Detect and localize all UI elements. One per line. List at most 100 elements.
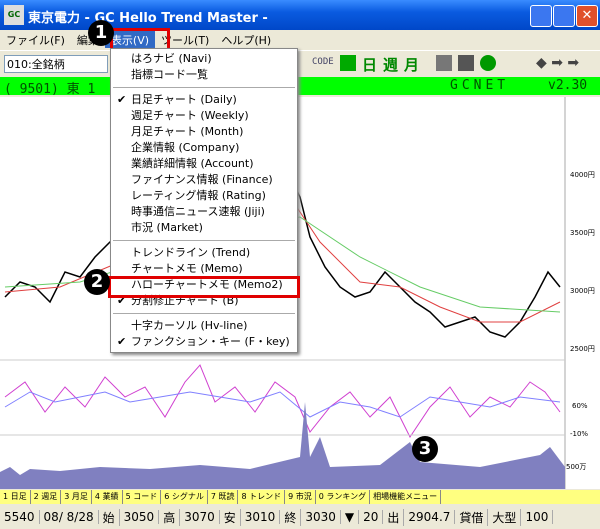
function-tab[interactable]: 6 シグナル xyxy=(161,490,208,504)
code-button[interactable]: CODE xyxy=(312,57,334,67)
check-mark: ✔ xyxy=(117,294,127,307)
status-field: 出 xyxy=(383,508,405,526)
menu-entry-label: 企業情報 (Company) xyxy=(131,141,240,154)
info-bar: ( 9501) 東 1 GCNET v2.30 xyxy=(0,77,600,97)
menu-entry-label: 十字カーソル (Hv-line) xyxy=(131,319,248,332)
function-tab[interactable]: 9 市況 xyxy=(285,490,316,504)
menu-item[interactable]: ツール(T) xyxy=(161,34,210,47)
menu-entry[interactable]: 十字カーソル (Hv-line) xyxy=(111,318,297,334)
toolbar-button[interactable]: 週 xyxy=(383,56,399,74)
version: v2.30 xyxy=(548,78,588,93)
toolbar-button[interactable]: 日 xyxy=(362,56,378,74)
function-tab[interactable]: 8 トレンド xyxy=(238,490,286,504)
check-mark: ✔ xyxy=(117,93,127,106)
menu-entry[interactable]: ✔ ファンクション・キー (F・key) xyxy=(111,334,297,350)
status-field: 3030 xyxy=(301,510,341,524)
minimize-button[interactable] xyxy=(530,5,552,27)
close-button[interactable]: ✕ xyxy=(576,5,598,27)
status-field: 100 xyxy=(521,510,554,524)
menu-entry[interactable]: はろナビ (Navi) xyxy=(111,51,297,67)
function-tab[interactable]: 1 日足 xyxy=(0,490,31,504)
status-field: 3070 xyxy=(180,510,220,524)
menu-separator xyxy=(113,240,295,241)
menu-entry-label: 指標コード一覧 xyxy=(131,68,208,81)
icon[interactable] xyxy=(436,55,452,71)
maximize-button[interactable] xyxy=(553,5,575,27)
menu-entry-label: はろナビ (Navi) xyxy=(131,52,212,65)
menu-entry[interactable]: 時事通信ニュース速報 (Jiji) xyxy=(111,204,297,220)
menu-entry-label: 週足チャート (Weekly) xyxy=(131,109,249,122)
app-icon: GC xyxy=(4,5,24,25)
toolbar-button[interactable]: 月 xyxy=(404,56,420,74)
menu-entry[interactable]: ファイナンス情報 (Finance) xyxy=(111,172,297,188)
price-axis-label: 3000円 xyxy=(570,287,595,295)
status-bar: 5540 08/ 8/28 始 3050 高 3070 安 3010 終 3030 ▼ 20 出 2904… xyxy=(0,505,600,529)
nav-arrows[interactable]: ◆ ➡ ➡ xyxy=(536,55,580,71)
window-title: 東京電力 - GC Hello Trend Master - xyxy=(28,11,268,26)
function-tab[interactable]: 相場機能メニュー xyxy=(370,490,442,504)
menu-bar: ファイル(F) 編集 表示(V) ツール(T) ヘルプ(H) xyxy=(0,30,600,48)
menu-entry[interactable]: レーティング情報 (Rating) xyxy=(111,188,297,204)
status-field: 終 xyxy=(280,508,302,526)
highlight-box xyxy=(108,276,300,298)
callout: 1 xyxy=(88,20,114,46)
menu-separator xyxy=(113,313,295,314)
osc-axis-label: -10% xyxy=(570,430,589,438)
icon[interactable] xyxy=(340,55,356,71)
volume-axis-label: 500万 xyxy=(566,463,587,471)
price-axis-label: 3500円 xyxy=(570,229,595,237)
menu-entry[interactable]: 業績詳細情報 (Account) xyxy=(111,156,297,172)
menu-entry-label: ファンクション・キー (F・key) xyxy=(131,335,290,348)
status-field: 08/ 8/28 xyxy=(40,510,99,524)
function-tabs: 1 日足 2 週足 3 月足 4 業績 5 コード 6 シグナル 7 既読 8 トレンド 9 市… xyxy=(0,490,600,504)
menu-entry-label: ファイナンス情報 (Finance) xyxy=(131,173,273,186)
status-field: 始 xyxy=(99,508,120,526)
menu-entry[interactable]: ✔ 日足チャート (Daily) xyxy=(111,92,297,108)
menu-entry-label: 業績詳細情報 (Account) xyxy=(131,157,254,170)
icon[interactable] xyxy=(458,55,474,71)
menu-entry[interactable]: ハローチャートメモ (Memo2) xyxy=(111,277,297,293)
menu-entry-label: 市況 (Market) xyxy=(131,221,203,234)
menu-entry-label: レーティング情報 (Rating) xyxy=(131,189,266,202)
view-menu: はろナビ (Navi) 指標コード一覧 ✔ 日足チャート (Daily) 週足チャート … xyxy=(110,48,298,353)
status-field: 安 xyxy=(220,508,241,526)
toolbar: 010:全銘柄 CODE 日週月 ◆ ➡ ➡ xyxy=(0,50,600,77)
function-tab[interactable]: 2 週足 xyxy=(31,490,62,504)
callout: 3 xyxy=(412,436,438,462)
icon[interactable] xyxy=(480,55,496,71)
function-tab[interactable]: 0 ランキング xyxy=(316,490,371,504)
menu-entry[interactable]: トレンドライン (Trend) xyxy=(111,245,297,261)
function-tab[interactable]: 3 月足 xyxy=(61,490,92,504)
menu-entry[interactable]: チャートメモ (Memo) xyxy=(111,261,297,277)
status-field: 20 xyxy=(359,510,384,524)
check-mark: ✔ xyxy=(117,335,127,348)
menu-entry[interactable]: 市況 (Market) xyxy=(111,220,297,236)
menu-entry-label: 日足チャート (Daily) xyxy=(131,93,237,106)
function-tab[interactable]: 7 既読 xyxy=(208,490,239,504)
menu-entry[interactable]: 指標コード一覧 xyxy=(111,67,297,83)
status-field: ▼ xyxy=(341,510,360,524)
status-field: 貸借 xyxy=(455,508,489,526)
price-axis: 4000円 3500円 3000円 2500円 xyxy=(570,172,595,404)
menu-entry-label: トレンドライン (Trend) xyxy=(131,246,251,259)
menu-entry[interactable]: 企業情報 (Company) xyxy=(111,140,297,156)
menu-item[interactable]: 表示(V) xyxy=(104,30,156,48)
menu-item[interactable]: ファイル(F) xyxy=(6,34,65,47)
stock-combo[interactable]: 010:全銘柄 xyxy=(4,55,108,73)
function-tab[interactable]: 4 業績 xyxy=(92,490,123,504)
menu-entry-label: 月足チャート (Month) xyxy=(131,125,244,138)
menu-entry-label: チャートメモ (Memo) xyxy=(131,262,243,275)
menu-entry[interactable]: 月足チャート (Month) xyxy=(111,124,297,140)
menu-entry-label: ハローチャートメモ (Memo2) xyxy=(131,278,283,291)
menu-entry-label: 時事通信ニュース速報 (Jiji) xyxy=(131,205,265,218)
menu-item[interactable]: ヘルプ(H) xyxy=(221,34,272,47)
status-field: 3010 xyxy=(241,510,281,524)
price-axis-label: 2500円 xyxy=(570,345,595,353)
status-field: 5540 xyxy=(0,510,40,524)
status-field: 大型 xyxy=(488,508,522,526)
price-axis-label: 4000円 xyxy=(570,171,595,179)
menu-entry[interactable]: 週足チャート (Weekly) xyxy=(111,108,297,124)
function-tab[interactable]: 5 コード xyxy=(123,490,162,504)
status-field: 3050 xyxy=(120,510,160,524)
menu-separator xyxy=(113,87,295,88)
